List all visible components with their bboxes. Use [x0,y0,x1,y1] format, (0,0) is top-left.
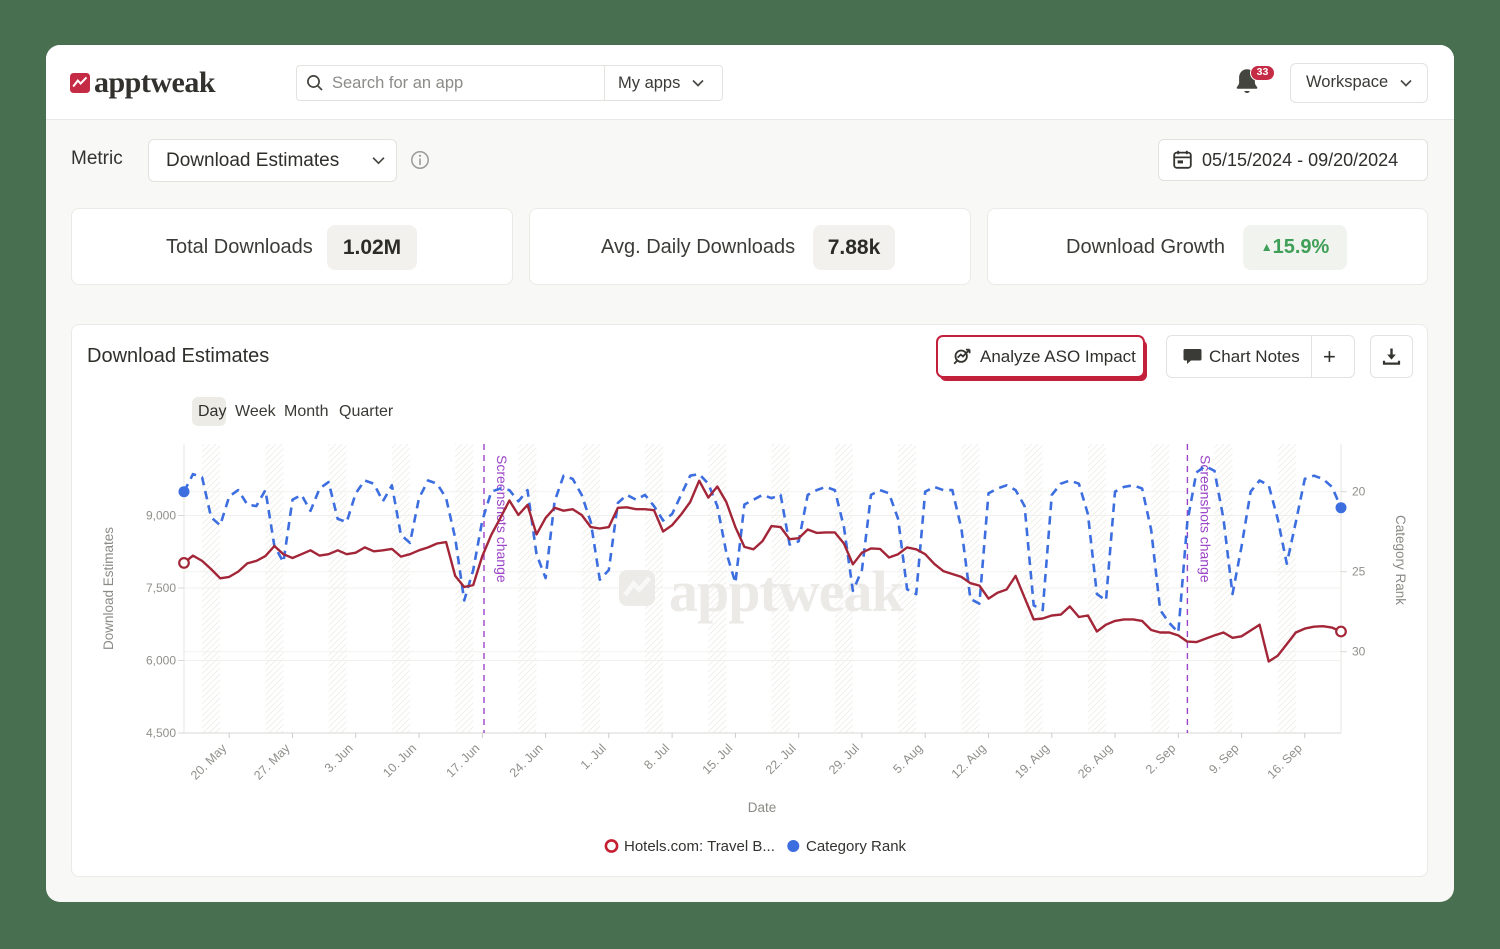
svg-text:10. Jun: 10. Jun [380,741,419,780]
svg-text:2. Sep: 2. Sep [1143,741,1178,776]
svg-text:6,000: 6,000 [146,654,176,668]
svg-text:Download Estimates: Download Estimates [101,527,116,650]
svg-text:5. Aug: 5. Aug [890,741,925,776]
svg-text:22. Jul: 22. Jul [763,741,799,777]
svg-text:Category Rank: Category Rank [806,838,907,855]
svg-text:9. Sep: 9. Sep [1206,741,1241,776]
svg-text:20: 20 [1352,485,1366,499]
svg-text:26. Aug: 26. Aug [1075,741,1115,781]
svg-text:29. Jul: 29. Jul [826,741,862,777]
svg-text:Screenshots change: Screenshots change [494,455,510,583]
svg-text:30: 30 [1352,645,1366,659]
svg-text:Screenshots change: Screenshots change [1197,455,1213,583]
svg-text:27. May: 27. May [251,741,293,783]
svg-text:Hotels.com: Travel B...: Hotels.com: Travel B... [624,838,775,855]
svg-text:16. Sep: 16. Sep [1265,741,1305,781]
svg-text:20. May: 20. May [188,741,230,783]
svg-text:8. Jul: 8. Jul [641,741,672,772]
svg-text:7,500: 7,500 [146,581,176,595]
svg-text:1. Jul: 1. Jul [578,741,609,772]
svg-text:17. Jun: 17. Jun [444,741,483,780]
svg-text:Category Rank: Category Rank [1393,515,1408,605]
svg-text:19. Aug: 19. Aug [1012,741,1052,781]
svg-text:24. Jun: 24. Jun [507,741,546,780]
svg-text:Date: Date [748,800,777,815]
svg-text:3. Jun: 3. Jun [322,741,356,775]
svg-text:4,500: 4,500 [146,726,176,740]
svg-text:9,000: 9,000 [146,509,176,523]
svg-text:15. Jul: 15. Jul [700,741,736,777]
svg-text:25: 25 [1352,565,1366,579]
svg-text:12. Aug: 12. Aug [949,741,989,781]
svg-text:apptweak: apptweak [669,559,904,624]
